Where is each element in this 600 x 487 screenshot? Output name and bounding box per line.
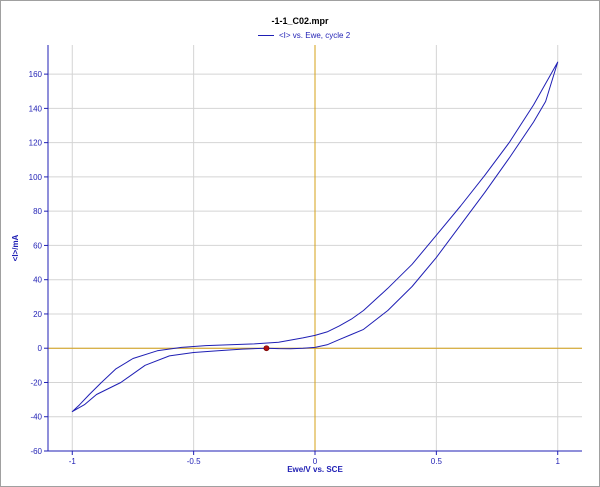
y-tick-label: 20 xyxy=(33,310,42,319)
y-tick-label: -40 xyxy=(30,413,42,422)
x-tick-label: 1 xyxy=(556,457,561,466)
y-tick-label: 140 xyxy=(29,104,43,113)
y-tick-label: 0 xyxy=(38,344,43,353)
y-tick-label: 80 xyxy=(33,207,42,216)
x-tick-label: -1 xyxy=(69,457,77,466)
y-axis-label: <I>/mA xyxy=(11,234,20,261)
y-tick-label: 160 xyxy=(29,70,43,79)
y-tick-label: 100 xyxy=(29,173,43,182)
x-tick-label: -0.5 xyxy=(187,457,201,466)
y-tick-label: 60 xyxy=(33,241,42,250)
legend-swatch xyxy=(258,34,274,36)
x-tick-label: 0.5 xyxy=(431,457,443,466)
x-axis-label: Ewe/V vs. SCE xyxy=(287,465,343,474)
y-tick-label: -20 xyxy=(30,378,42,387)
y-tick-label: 120 xyxy=(29,139,43,148)
chart-title: -1-1_C02.mpr xyxy=(271,16,329,26)
y-tick-label: 40 xyxy=(33,276,42,285)
legend-label: <I> vs. Ewe, cycle 2 xyxy=(279,30,351,40)
cursor-marker[interactable] xyxy=(263,345,270,352)
legend: <I> vs. Ewe, cycle 2 xyxy=(258,29,350,41)
series-line xyxy=(71,61,559,413)
x-tick-label: 0 xyxy=(313,457,318,466)
y-tick-label: -60 xyxy=(30,447,42,456)
